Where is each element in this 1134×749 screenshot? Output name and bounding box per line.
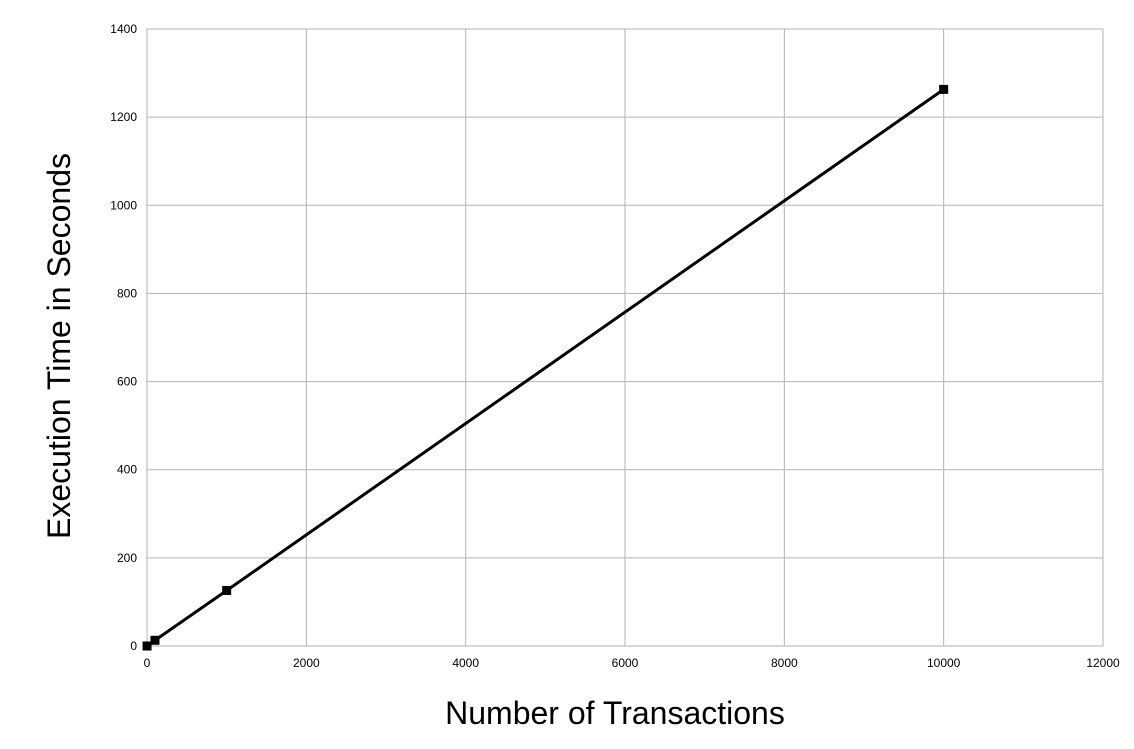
plot-frame (146, 28, 1104, 647)
y-tick-label: 0 (130, 639, 137, 653)
y-tick-label: 400 (117, 463, 137, 477)
x-tick-label: 8000 (771, 656, 798, 670)
data-point-marker (142, 641, 152, 651)
x-axis-ticks: 0 2000 4000 6000 8000 10000 12000 (144, 656, 1120, 670)
x-tick-label: 4000 (452, 656, 479, 670)
y-tick-label: 200 (117, 551, 137, 565)
x-axis-title: Number of Transactions (445, 695, 785, 731)
y-tick-label: 1200 (110, 110, 137, 124)
x-tick-label: 0 (144, 656, 151, 670)
y-tick-label: 600 (117, 375, 137, 389)
series-group (142, 84, 949, 651)
x-tick-label: 2000 (293, 656, 320, 670)
y-tick-label: 800 (117, 286, 137, 300)
y-tick-label: 1000 (110, 198, 137, 212)
data-point-marker (150, 635, 160, 645)
data-point-marker (222, 585, 232, 595)
x-tick-label: 10000 (927, 656, 961, 670)
series-line (146, 88, 945, 648)
grid (146, 28, 1104, 647)
y-axis-ticks: 0 200 400 600 800 1000 1200 1400 (110, 22, 137, 653)
data-point-marker (939, 84, 949, 94)
y-tick-label: 1400 (110, 22, 137, 36)
x-tick-label: 6000 (612, 656, 639, 670)
y-axis-title: Execution Time in Seconds (41, 153, 77, 539)
x-tick-label: 12000 (1086, 656, 1120, 670)
